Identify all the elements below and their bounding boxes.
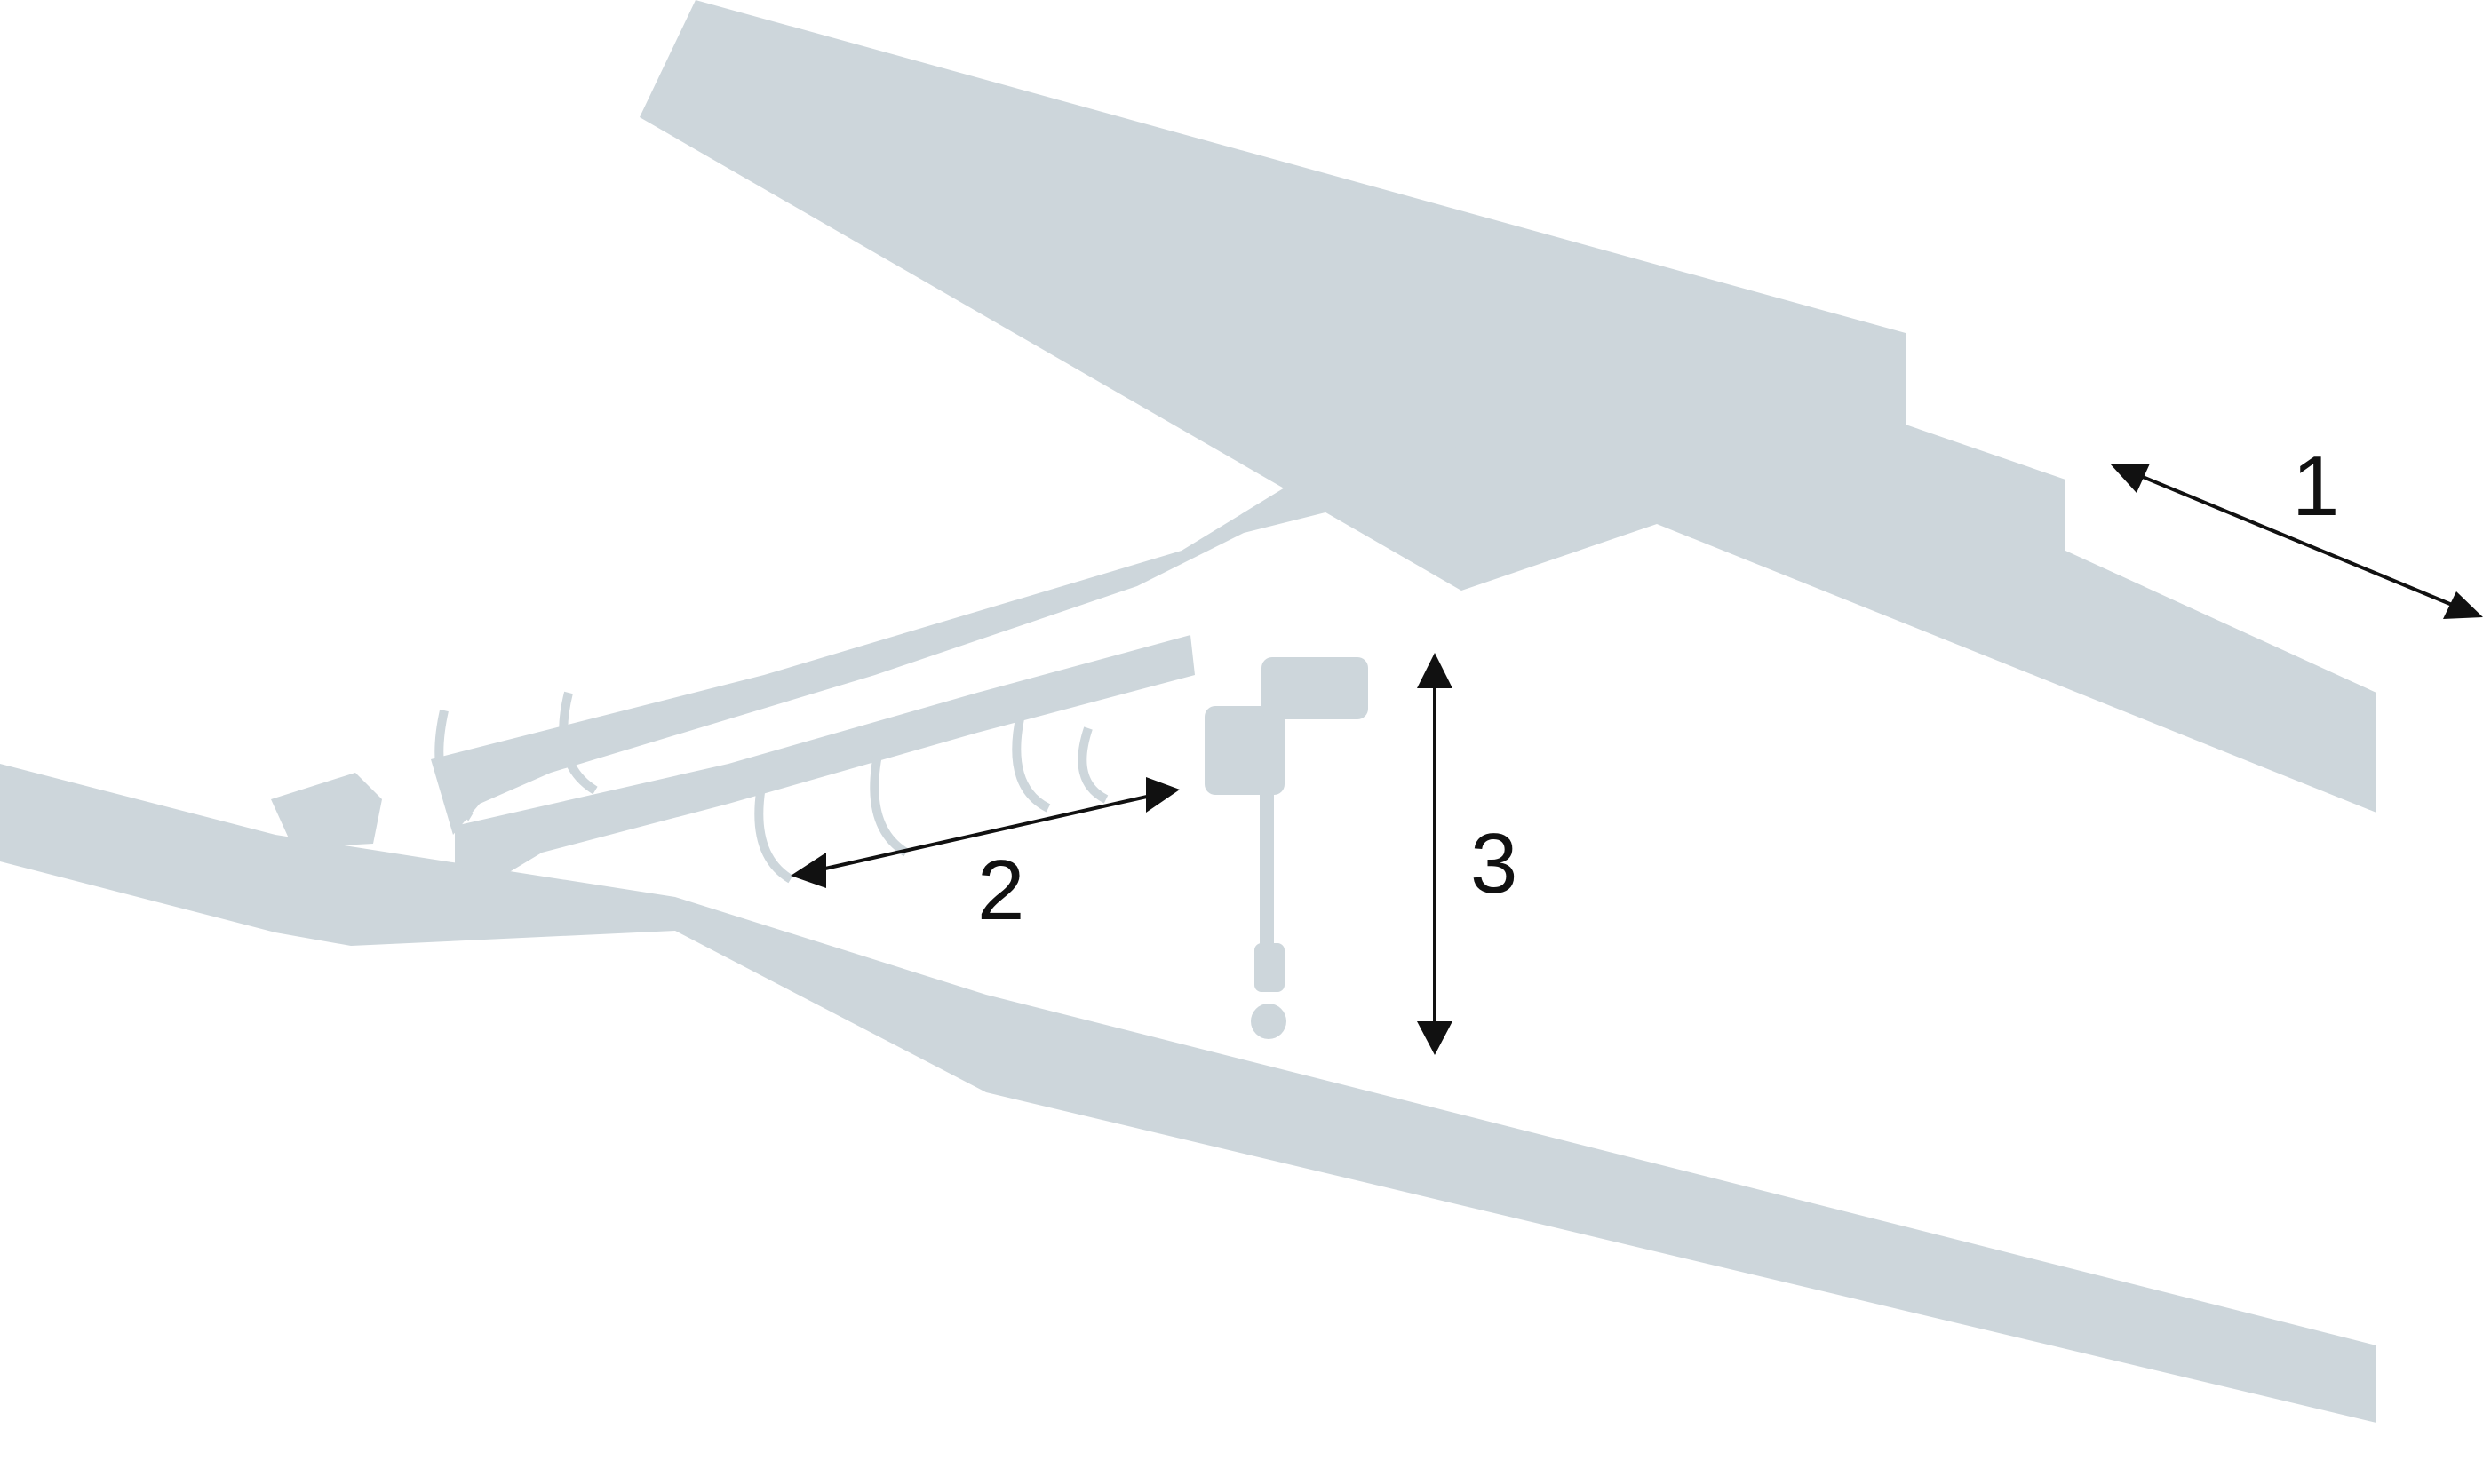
near-runway-beam — [0, 764, 2376, 1423]
end-truck-near — [271, 773, 382, 848]
end-truck-far — [1550, 302, 1777, 364]
arrow-1 — [2110, 464, 2483, 619]
crane-structure — [0, 0, 2376, 1423]
hoist-body — [1205, 706, 1285, 795]
hoist-motor — [1261, 657, 1368, 719]
far-runway-beam — [640, 0, 2376, 813]
bridge-girder — [431, 404, 1466, 835]
arrow-2 — [791, 777, 1180, 888]
arrow-3 — [1417, 653, 1452, 1055]
callout-2: 2 — [977, 843, 1024, 938]
callout-1: 1 — [2292, 439, 2339, 534]
hoist-chain — [1260, 795, 1274, 950]
hook-icon — [1251, 1004, 1286, 1039]
callout-3: 3 — [1470, 816, 1517, 911]
hook-block — [1254, 943, 1285, 992]
festoon-track — [455, 635, 1195, 879]
festoon-cables — [434, 691, 1109, 884]
